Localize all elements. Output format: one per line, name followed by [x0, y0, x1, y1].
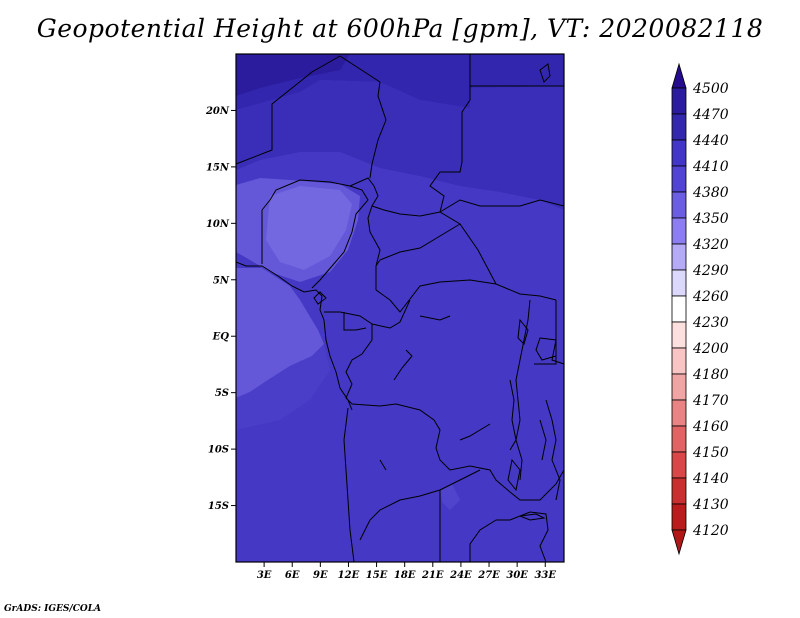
- colorbar-swatch-10: [671, 347, 687, 375]
- colorbar-label: 4260: [692, 289, 729, 305]
- colorbar-label: 4230: [692, 315, 729, 331]
- colorbar-label: 4150: [692, 445, 729, 461]
- colorbar-swatch-0: [671, 87, 687, 115]
- colorbar-swatch-5: [671, 217, 687, 245]
- lat-tick-label: 5S: [215, 388, 229, 399]
- map-frame: [235, 53, 565, 563]
- lat-tick-label: 15S: [208, 501, 229, 512]
- colorbar-swatch-6: [671, 243, 687, 271]
- colorbar-swatch-9: [671, 321, 687, 349]
- colorbar-top-arrow: [671, 62, 687, 89]
- lat-tick-label: 10S: [208, 445, 229, 456]
- lon-tick-label: 24E: [449, 570, 472, 581]
- colorbar-swatch-16: [671, 503, 687, 531]
- colorbar: 4500 4470 4440 4410 4380 4350 4320 4290 4260 4230…: [671, 62, 729, 556]
- colorbar-swatch-8: [671, 295, 687, 323]
- colorbar-label: 4160: [692, 419, 729, 435]
- colorbar-swatch-3: [671, 165, 687, 193]
- colorbar-swatch-13: [671, 425, 687, 453]
- colorbar-swatch-2: [671, 139, 687, 167]
- lat-tick-label: 20N: [205, 106, 230, 117]
- colorbar-swatch-12: [671, 399, 687, 427]
- colorbar-label: 4200: [692, 341, 729, 357]
- colorbar-label: 4170: [692, 393, 729, 409]
- map-title: Geopotential Height at 600hPa [gpm], VT:…: [36, 14, 764, 43]
- colorbar-swatch-1: [671, 113, 687, 141]
- lon-tick-label: 15E: [366, 570, 388, 581]
- lat-tick-label: EQ: [212, 332, 230, 343]
- longitude-axis: 3E 6E 9E 12E 15E 18E 21E 24E 27E 30E 33E: [257, 562, 556, 581]
- colorbar-label: 4130: [692, 497, 729, 513]
- colorbar-swatch-11: [671, 373, 687, 401]
- colorbar-swatch-14: [671, 451, 687, 479]
- colorbar-label: 4410: [692, 159, 729, 175]
- colorbar-swatch-15: [671, 477, 687, 505]
- colorbar-swatch-7: [671, 269, 687, 297]
- lon-tick-label: 12E: [338, 570, 360, 581]
- height-field: [236, 54, 564, 562]
- lon-tick-label: 6E: [285, 570, 300, 581]
- lat-tick-label: 15N: [206, 162, 230, 173]
- colorbar-bottom-arrow: [671, 529, 687, 556]
- grads-credit: GrADS: IGES/COLA: [4, 604, 102, 614]
- colorbar-label: 4500: [692, 81, 729, 97]
- lon-tick-label: 9E: [313, 570, 328, 581]
- colorbar-label: 4470: [692, 107, 729, 123]
- colorbar-label: 4140: [692, 471, 729, 487]
- colorbar-label: 4440: [692, 133, 729, 149]
- lon-tick-label: 18E: [394, 570, 416, 581]
- colorbar-label: 4320: [692, 237, 729, 253]
- lon-tick-label: 3E: [257, 570, 272, 581]
- lon-tick-label: 30E: [506, 570, 528, 581]
- lon-tick-label: 21E: [421, 570, 444, 581]
- colorbar-swatch-4: [671, 191, 687, 219]
- colorbar-label: 4350: [692, 211, 729, 227]
- colorbar-label: 4180: [692, 367, 729, 383]
- colorbar-label: 4380: [692, 185, 729, 201]
- lon-tick-label: 27E: [477, 570, 500, 581]
- colorbar-label: 4120: [692, 523, 729, 539]
- colorbar-label: 4290: [692, 263, 729, 279]
- latitude-axis: 20N 15N 10N 5N EQ 5S 10S 15S: [205, 106, 236, 512]
- boundaries: [235, 54, 565, 563]
- lat-tick-label: 10N: [206, 219, 230, 230]
- lon-tick-label: 33E: [534, 570, 556, 581]
- lat-tick-label: 5N: [213, 275, 230, 286]
